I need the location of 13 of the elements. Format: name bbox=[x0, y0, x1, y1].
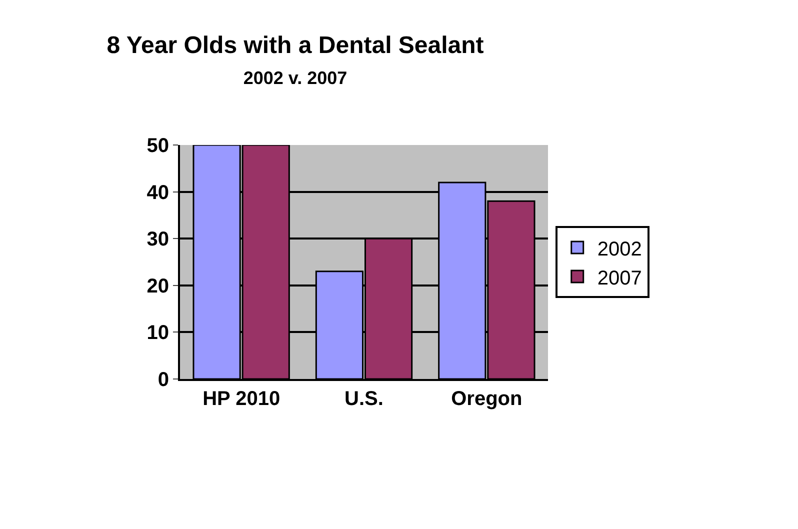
legend-label: 2002 bbox=[597, 238, 642, 260]
chart-title: 8 Year Olds with a Dental Sealant bbox=[106, 32, 484, 59]
y-tick-label: 30 bbox=[146, 228, 169, 251]
x-tick-label: U.S. bbox=[344, 388, 384, 410]
legend-label: 2007 bbox=[597, 267, 642, 290]
y-tick-label: 0 bbox=[158, 369, 169, 391]
y-tick-label: 50 bbox=[146, 135, 169, 157]
x-tick-label: Oregon bbox=[451, 388, 522, 410]
y-tick-label: 10 bbox=[146, 322, 169, 344]
y-tick-label: 40 bbox=[146, 182, 169, 204]
x-tick-label: HP 2010 bbox=[202, 388, 280, 410]
chart-subtitle: 2002 v. 2007 bbox=[243, 68, 348, 88]
y-tick-label: 20 bbox=[146, 275, 169, 298]
